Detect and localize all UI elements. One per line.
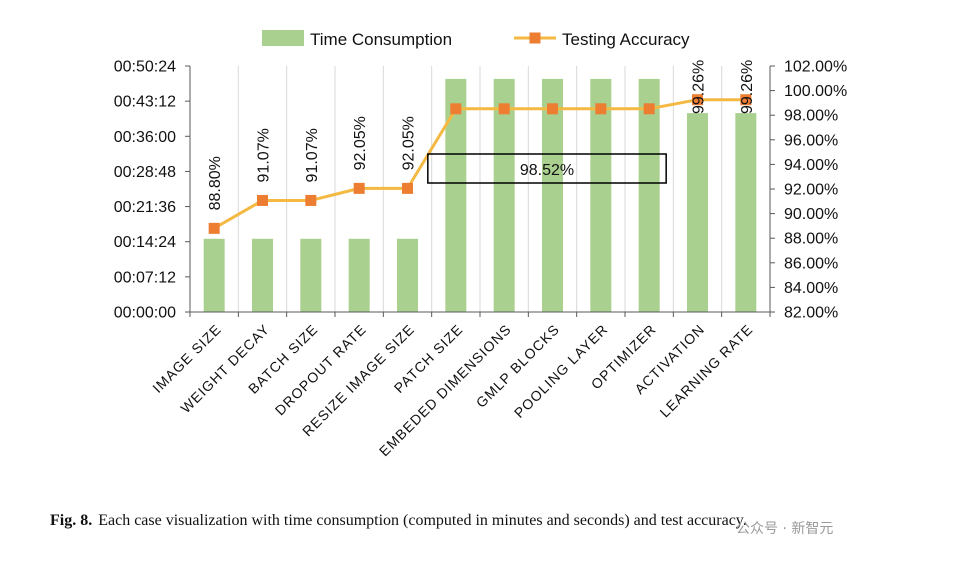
left-axis-tick-label: 00:50:24: [114, 59, 176, 76]
accuracy-data-label: 91.07%: [304, 128, 321, 182]
right-axis-tick-label: 94.00%: [784, 157, 838, 174]
testing-accuracy-marker: [498, 103, 510, 115]
right-axis-tick-label: 92.00%: [784, 182, 838, 199]
testing-accuracy-marker: [450, 103, 462, 115]
accuracy-data-label: 99.26%: [739, 60, 756, 114]
left-axis-tick-label: 00:36:00: [114, 129, 176, 146]
right-axis-tick-label: 90.00%: [784, 206, 838, 223]
time-consumption-bar: [687, 113, 708, 312]
watermark: 公众号 · 新智元: [736, 521, 834, 537]
testing-accuracy-marker: [208, 222, 220, 234]
legend-item-testing-accuracy: Testing Accuracy: [514, 30, 690, 49]
category-gridlines: [237, 66, 723, 312]
testing-accuracy-line: [208, 94, 752, 234]
testing-accuracy-marker: [595, 103, 607, 115]
time-consumption-bar: [735, 113, 757, 312]
category-label: WEIGHT DECAY: [177, 321, 272, 416]
legend: Time Consumption Testing Accuracy: [262, 30, 690, 49]
legend-item-time-consumption: Time Consumption: [262, 30, 452, 49]
right-axis-tick-label: 98.00%: [784, 108, 838, 125]
left-axis-tick-label: 00:21:36: [114, 199, 176, 216]
time-consumption-bar: [445, 78, 467, 312]
accuracy-data-label: 92.05%: [352, 116, 369, 170]
time-consumption-bars: [203, 78, 757, 312]
figure-caption-text: Each case visualization with time consum…: [98, 512, 747, 529]
testing-accuracy-marker: [740, 94, 752, 106]
testing-accuracy-marker: [547, 103, 558, 115]
legend-label: Testing Accuracy: [562, 30, 690, 49]
legend-swatch-marker: [529, 32, 541, 44]
time-consumption-bar: [203, 238, 225, 312]
time-consumption-bar: [638, 78, 660, 312]
boxed-accuracy-frame: [427, 153, 667, 184]
right-axis-tick-label: 96.00%: [784, 132, 838, 149]
left-axis-tick-label: 00:14:24: [114, 234, 176, 251]
testing-accuracy-marker: [257, 194, 268, 206]
boxed-accuracy-label: 98.52%: [520, 162, 574, 179]
time-consumption-bar: [300, 238, 322, 312]
chart: 00:00:00 00:07:12 00:14:24 00:21:36 00:28:48…: [114, 30, 847, 459]
figure-label: Fig. 8.: [50, 512, 93, 529]
testing-accuracy-marker: [353, 182, 365, 194]
category-label: LEARNING RATE: [656, 321, 756, 421]
legend-swatch-bar: [262, 30, 304, 46]
time-consumption-bar: [397, 238, 418, 312]
left-axis-tick-label: 00:43:12: [114, 94, 176, 111]
testing-accuracy-marker: [643, 103, 655, 115]
testing-accuracy-marker: [402, 182, 413, 194]
right-axis-tick-label: 82.00%: [784, 305, 838, 322]
time-consumption-bar: [493, 78, 515, 312]
right-axis-tick-label: 100.00%: [784, 83, 847, 100]
time-consumption-bar: [542, 78, 563, 312]
testing-accuracy-marker: [305, 194, 317, 206]
category-label: DROPOUT RATE: [272, 321, 370, 419]
category-label: POOLING LAYER: [511, 321, 611, 421]
left-axis-tick-label: 00:28:48: [114, 164, 176, 181]
right-axis-tick-label: 102.00%: [784, 59, 847, 76]
legend-label: Time Consumption: [310, 30, 452, 49]
category-label: GMLP BLOCKS: [473, 321, 563, 411]
left-axis-tick-label: 00:00:00: [114, 305, 176, 322]
figure-caption: Fig. 8. Each case visualization with time…: [50, 512, 930, 530]
testing-accuracy-marker: [692, 94, 703, 106]
left-axis-tick-label: 00:07:12: [114, 269, 176, 286]
time-consumption-bar: [590, 78, 612, 312]
accuracy-data-label: 88.80%: [207, 156, 224, 210]
accuracy-data-label: 92.05%: [401, 116, 418, 170]
time-consumption-bar: [348, 238, 370, 312]
data-labels: 88.80% 91.07% 91.07% 92.05% 92.05% 99.26% 99.2…: [207, 60, 756, 211]
right-axis-tick-label: 84.00%: [784, 280, 838, 297]
time-consumption-bar: [252, 238, 273, 312]
accuracy-data-label: 99.26%: [691, 60, 708, 114]
right-axis-tick-label: 86.00%: [784, 255, 838, 272]
right-axis-tick-label: 88.00%: [784, 231, 838, 248]
testing-accuracy-polyline: [213, 98, 746, 230]
accuracy-data-label: 91.07%: [256, 128, 273, 182]
